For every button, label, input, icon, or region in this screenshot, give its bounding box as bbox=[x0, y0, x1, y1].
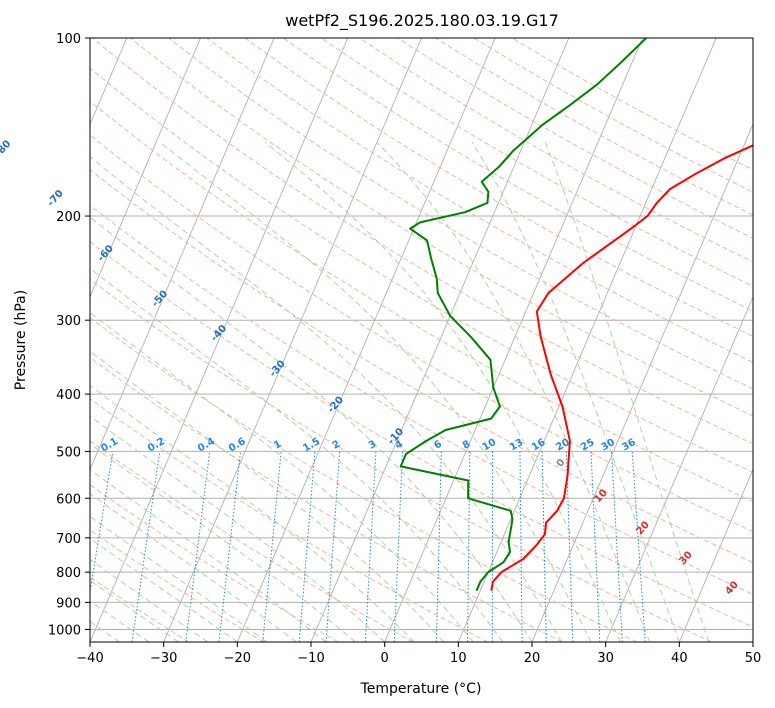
y-tick-label: 600 bbox=[56, 492, 81, 507]
plot-area bbox=[90, 38, 753, 642]
x-tick-label: 10 bbox=[450, 651, 467, 666]
moist-adiabat-line bbox=[90, 350, 444, 642]
x-tick-label: 0 bbox=[381, 651, 389, 666]
axis-layer: −40 −30 −20 −10 0 10 20 30 40 50 100 200 300 400 500 60… bbox=[48, 32, 761, 666]
moist-adiabat-line bbox=[90, 415, 386, 642]
isotherm-line bbox=[752, 640, 753, 642]
moist-adiabat-line bbox=[90, 443, 356, 642]
moist-adiabat-line bbox=[544, 142, 710, 642]
isotherm-line bbox=[90, 38, 349, 642]
x-tick-label: 40 bbox=[671, 651, 688, 666]
y-tick-label: 900 bbox=[56, 596, 81, 611]
dry-adiabat-label: -80 bbox=[0, 138, 13, 159]
dry-adiabat-line bbox=[90, 398, 488, 642]
y-tick-label: 200 bbox=[56, 210, 81, 225]
dry-adiabat-line bbox=[90, 529, 264, 642]
dry-adiabat-line bbox=[206, 38, 753, 363]
mixing-ratio-line bbox=[298, 451, 316, 642]
mixing-ratio-line bbox=[519, 451, 523, 642]
dry-adiabat-line bbox=[90, 317, 638, 642]
mixing-ratio-line bbox=[325, 451, 341, 642]
y-tick-label: 400 bbox=[56, 388, 81, 403]
dry-adiabat-line bbox=[90, 241, 753, 628]
mixing-ratio-line bbox=[435, 451, 442, 642]
y-tick-label: 100 bbox=[56, 32, 81, 47]
dry-adiabat-line bbox=[90, 100, 753, 503]
y-axis-label: Pressure (hPa) bbox=[13, 290, 29, 390]
isotherm-line bbox=[90, 38, 275, 471]
isotherm-line bbox=[236, 38, 496, 642]
mixing-ratio-line bbox=[467, 451, 471, 642]
dry-adiabat-line bbox=[90, 67, 753, 473]
mixing-ratio-line bbox=[565, 451, 574, 642]
isotherm-line bbox=[605, 295, 753, 642]
y-tick-label: 500 bbox=[56, 445, 81, 460]
isotherm-line bbox=[678, 468, 753, 642]
mixing-ratio-label: 2 bbox=[331, 439, 343, 452]
x-tick-label: −20 bbox=[224, 651, 251, 666]
isotherm-line bbox=[457, 38, 717, 642]
dry-adiabat-label: -70 bbox=[46, 188, 66, 209]
x-tick-label: 30 bbox=[597, 651, 614, 666]
x-tick-label: 50 bbox=[745, 651, 762, 666]
mixing-ratio-line bbox=[364, 451, 377, 642]
x-tick-label: −40 bbox=[76, 651, 103, 666]
mixing-ratio-line bbox=[541, 451, 547, 642]
mixing-ratio-line bbox=[631, 451, 646, 642]
mixing-ratio-label: 6 bbox=[432, 439, 444, 452]
moist-adiabat-line bbox=[90, 384, 415, 642]
mixing-ratio-line bbox=[590, 451, 601, 642]
dry-adiabat-line bbox=[244, 38, 753, 337]
y-tick-label: 800 bbox=[56, 566, 81, 581]
y-tick-label: 300 bbox=[56, 314, 81, 329]
dewpoint-profile-line bbox=[399, 38, 647, 592]
mixing-ratio-label: 3 bbox=[367, 439, 379, 452]
moist-adiabat-line bbox=[90, 468, 327, 642]
dry-adiabat-line bbox=[90, 134, 753, 533]
mixing-ratio-line bbox=[610, 451, 623, 642]
y-tick-label: 1000 bbox=[48, 623, 81, 638]
isotherm-line bbox=[163, 38, 422, 642]
mixing-ratio-line bbox=[185, 451, 211, 642]
isotherm-line bbox=[384, 38, 643, 642]
moist-adiabat-line bbox=[90, 312, 474, 642]
moist-adiabat-line bbox=[471, 141, 680, 642]
plot-frame bbox=[89, 37, 754, 643]
dry-adiabat-line bbox=[90, 169, 753, 564]
isotherm-line bbox=[531, 123, 753, 642]
dry-adiabat-line bbox=[90, 278, 712, 642]
mixing-ratio-line bbox=[262, 451, 282, 642]
x-tick-label: −30 bbox=[150, 651, 177, 666]
dry-adiabat-line bbox=[90, 440, 414, 642]
isotherm-line bbox=[90, 38, 201, 299]
chart-title: wetPf2_S196.2025.180.03.19.G17 bbox=[285, 11, 559, 31]
dry-adiabat-line bbox=[90, 204, 753, 595]
moist-adiabat-line bbox=[159, 141, 592, 642]
x-tick-label: −10 bbox=[297, 651, 324, 666]
x-tick-label: 20 bbox=[524, 651, 541, 666]
mixing-ratio-line bbox=[218, 451, 242, 642]
mixing-ratio-label: 8 bbox=[461, 439, 473, 452]
moist-adiabat-line bbox=[90, 267, 503, 642]
mixing-ratio-label: 4 bbox=[393, 439, 405, 452]
mixing-ratio-label: 1 bbox=[272, 439, 284, 452]
moist-adiabat-line bbox=[376, 141, 651, 642]
dry-adiabat-line bbox=[130, 38, 753, 417]
x-axis-label: Temperature (°C) bbox=[360, 681, 482, 697]
dry-adiabat-line bbox=[90, 357, 563, 642]
series-layer bbox=[399, 38, 753, 592]
y-tick-label: 700 bbox=[56, 532, 81, 547]
mixing-ratio-line bbox=[131, 451, 161, 642]
temperature-profile-line bbox=[490, 144, 753, 591]
mixing-ratio-line bbox=[393, 451, 403, 642]
moist-adiabat-line bbox=[264, 141, 621, 642]
